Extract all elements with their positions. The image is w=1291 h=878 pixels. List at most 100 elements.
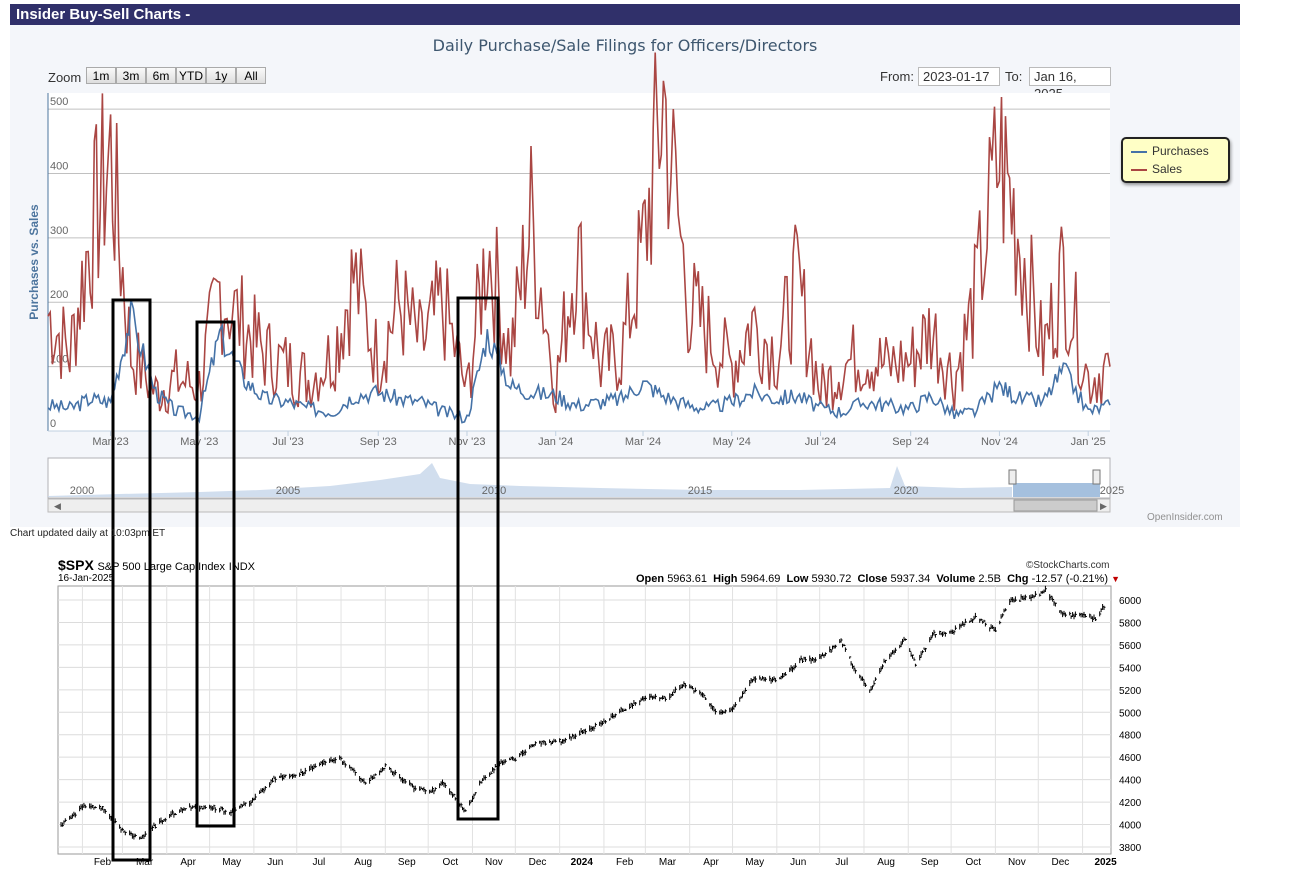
navigator-year-label: 2015 <box>688 485 712 497</box>
navigator-left-handle[interactable] <box>1008 469 1017 485</box>
scrollbar-thumb[interactable] <box>1013 499 1098 512</box>
spx-x-tick-label: May <box>745 857 764 868</box>
chg-value: -12.57 (-0.21%) <box>1031 573 1108 585</box>
zoom-3m-button[interactable]: 3m <box>116 67 146 84</box>
spx-heading: $SPX S&P 500 Large Cap Index INDX <box>58 557 255 573</box>
insider-legend[interactable]: Purchases Sales <box>1121 137 1230 183</box>
navigator-area <box>48 463 1012 497</box>
volume-value: 2.5B <box>978 573 1001 585</box>
down-arrow-icon: ▼ <box>1111 574 1120 584</box>
spx-y-tick-label: 3800 <box>1119 843 1142 854</box>
zoom-all-button[interactable]: All <box>236 67 266 84</box>
spx-plot-frame <box>57 585 1112 855</box>
chart-updated-note: Chart updated daily at 10:03pm ET <box>10 528 166 539</box>
spx-x-tick-label: Jul <box>835 857 848 868</box>
insider-plot-area <box>48 93 1110 431</box>
open-label: Open <box>636 573 665 585</box>
zoom-1y-button[interactable]: 1y <box>206 67 236 84</box>
spx-ohlc-readout: Open 5963.61 High 5964.69 Low 5930.72 Cl… <box>636 573 1120 585</box>
spx-x-tick-label: Nov <box>1008 857 1026 868</box>
annotation-box-nov-2023 <box>456 296 500 821</box>
spx-y-tick-label: 4200 <box>1119 798 1142 809</box>
insider-grid <box>47 93 1110 432</box>
from-date-input[interactable]: 2023-01-17 <box>918 67 1000 86</box>
navigator-year-labels: 2000 2005 2010 2015 2020 2025 <box>70 485 1124 497</box>
spx-x-tick-label: Feb <box>616 857 634 868</box>
insider-x-tick-label: Jan '24 <box>538 436 573 448</box>
navigator-selected-range <box>1013 483 1100 497</box>
spx-x-tick-label: 2024 <box>571 857 594 868</box>
legend-item-sales[interactable]: Sales <box>1131 162 1182 176</box>
spx-x-tick-label: Sep <box>398 857 416 868</box>
volume-label: Volume <box>936 573 976 585</box>
insider-x-tick-labels: Mar '23 May '23 Jul '23 Sep '23 Nov '23 Jan '… <box>92 431 1106 448</box>
spx-y-tick-label: 5000 <box>1119 708 1142 719</box>
close-value: 5937.34 <box>890 573 931 585</box>
navigator-year-label: 2025 <box>1100 485 1124 497</box>
zoom-1m-button[interactable]: 1m <box>86 67 116 84</box>
high-value: 5964.69 <box>740 573 781 585</box>
insider-x-tick-label: Nov '24 <box>981 436 1018 448</box>
insider-x-tick-label: Nov '23 <box>449 436 486 448</box>
spx-name: S&P 500 Large Cap Index <box>97 561 226 573</box>
insider-y-tick-label: 300 <box>50 225 68 237</box>
openinsider-credit[interactable]: OpenInsider.com <box>1147 512 1223 523</box>
insider-x-tick-label: Jul '24 <box>805 436 836 448</box>
spx-x-tick-label: Mar <box>136 857 154 868</box>
insider-x-tick-label: May '23 <box>180 436 218 448</box>
spx-y-tick-labels: 3800 4000 4200 4400 4600 4800 5000 5200 5400 5600… <box>1119 596 1142 854</box>
spx-y-tick-label: 4800 <box>1119 731 1142 742</box>
zoom-ytd-button[interactable]: YTD <box>176 67 206 84</box>
navigator-right-handle[interactable] <box>1092 469 1101 485</box>
insider-x-tick-label: May '24 <box>713 436 751 448</box>
scroll-right-arrow-icon[interactable]: ▶ <box>1100 501 1107 511</box>
legend-purchases-label: Purchases <box>1152 144 1209 158</box>
high-label: High <box>713 573 738 585</box>
spx-x-tick-label: Dec <box>529 857 547 868</box>
low-label: Low <box>786 573 809 585</box>
spx-x-tick-label: Apr <box>180 857 196 868</box>
spx-x-tick-label: Feb <box>94 857 112 868</box>
spx-y-tick-label: 5600 <box>1119 641 1142 652</box>
insider-y-tick-label: 0 <box>50 418 56 430</box>
spx-y-tick-label: 4600 <box>1119 753 1142 764</box>
zoom-label: Zoom <box>48 70 82 85</box>
spx-ohlc-bars <box>60 585 1106 840</box>
stockcharts-credit[interactable]: ©StockCharts.com <box>1026 560 1110 571</box>
spx-x-tick-label: Apr <box>703 857 719 868</box>
insider-y-tick-label: 200 <box>50 289 68 301</box>
spx-symbol: $SPX <box>58 557 94 573</box>
scroll-left-arrow-icon[interactable]: ◀ <box>54 501 61 511</box>
navigator-year-label: 2000 <box>70 485 94 497</box>
insider-y-tick-label: 500 <box>50 96 68 108</box>
spx-date: 16-Jan-2025 <box>58 573 115 584</box>
spx-x-tick-label: Aug <box>354 857 372 868</box>
navigator-scrollbar[interactable] <box>47 498 1111 513</box>
purchases-series-line <box>47 299 1111 424</box>
purchases-swatch-icon <box>1131 150 1147 153</box>
spx-x-tick-label: Nov <box>485 857 503 868</box>
spx-exchange: INDX <box>228 561 255 573</box>
zoom-6m-button[interactable]: 6m <box>146 67 176 84</box>
open-value: 5963.61 <box>667 573 707 585</box>
legend-sales-label: Sales <box>1152 162 1183 176</box>
insider-x-tick-label: Mar '23 <box>92 436 128 448</box>
spx-y-tick-label: 5200 <box>1119 686 1142 697</box>
spx-y-tick-label: 5400 <box>1119 663 1142 674</box>
spx-x-tick-label: Jul <box>312 857 325 868</box>
page-header: Insider Buy-Sell Charts - <box>10 4 1240 25</box>
sales-series-line <box>47 52 1111 415</box>
annotation-box-may-2023 <box>195 320 236 828</box>
legend-item-purchases[interactable]: Purchases <box>1131 144 1209 158</box>
spx-x-tick-labels: Feb Mar Apr May Jun Jul Aug Sep Oct Nov Dec 2024 Feb… <box>94 857 1117 868</box>
spx-x-tick-label: Jun <box>267 857 283 868</box>
insider-x-tick-label: Sep '24 <box>892 436 929 448</box>
spx-price-bars <box>60 585 1106 840</box>
insider-x-tick-label: Jul '23 <box>272 436 303 448</box>
spx-y-tick-label: 4400 <box>1119 776 1142 787</box>
spx-x-tick-label: 2025 <box>1094 857 1117 868</box>
navigator-year-label: 2010 <box>482 485 506 497</box>
insider-y-tick-label: 400 <box>50 160 68 172</box>
annotation-box-march-2023 <box>111 298 152 862</box>
